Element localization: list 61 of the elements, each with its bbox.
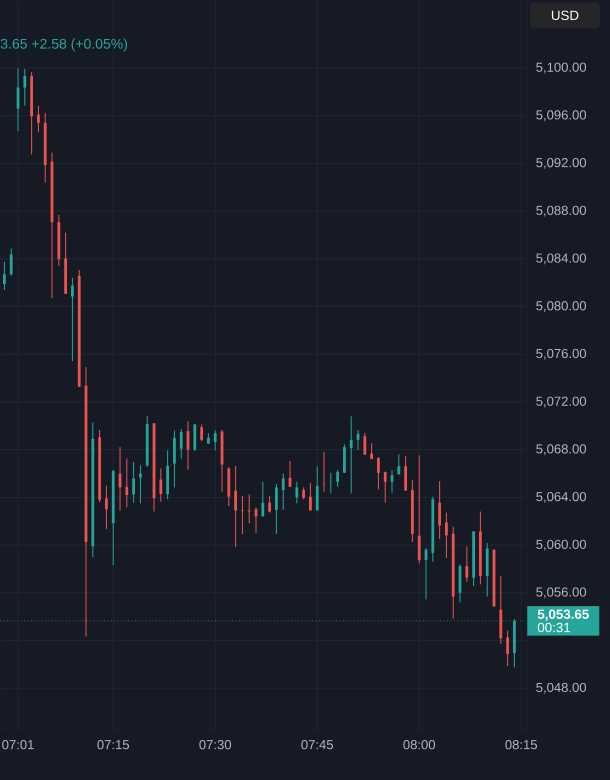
candlestick [16,68,20,132]
y-tick-label: 5,084.00 [536,253,586,264]
candlestick [384,471,387,504]
y-tick-label: 5,072.00 [536,396,586,408]
candlestick [329,472,332,494]
candlestick [3,261,6,290]
x-tick-label: 08:00 [403,740,436,750]
candlestick [10,248,13,276]
candlestick [139,464,142,504]
y-tick-label: 5,060.00 [536,540,586,551]
candlestick [322,452,326,492]
candlestick [71,277,74,362]
candlestick [336,470,339,488]
x-tick-label: 07:30 [199,740,232,750]
y-tick-label: 5,100.00 [536,62,586,74]
candlestick [132,461,136,504]
candlestick [370,442,373,460]
y-tick-label: 5,088.00 [536,206,586,217]
candlestick [295,481,298,504]
y-tick-label: 5,080.00 [536,301,586,312]
y-tick-label: 5,048.00 [536,682,586,694]
x-tick-label: 07:15 [97,740,130,750]
candlestick [268,495,271,514]
annotation: 3.65 +2.58 (+0.05%) [0,38,128,52]
candlestick [261,481,264,517]
y-tick-label: 5,056.00 [536,587,586,598]
candlestick [309,482,312,512]
candlestick [377,456,380,490]
candlestick [23,68,26,106]
x-tick-label: 07:45 [301,740,334,750]
candlestick [234,465,238,548]
y-tick-label: 5,092.00 [536,158,586,169]
ref-line-label: 5,053.65 [538,609,589,621]
candlestick [445,512,448,558]
y-tick-label: 5,064.00 [536,492,586,503]
candlestick [248,494,251,524]
candlestick [254,507,258,534]
y-tick-label: 5,076.00 [536,348,586,360]
candlestick [214,430,217,451]
candlestick [302,486,306,500]
candlestick [356,429,360,451]
candlestick [159,468,162,502]
candlestick [288,460,292,488]
y-tick-label: 5,068.00 [536,444,586,456]
candlestick [438,480,441,540]
candlestick [37,105,40,133]
text: USD [552,10,578,20]
x-tick-label: 07:01 [2,740,34,750]
y-tick-label: 5,096.00 [536,110,586,122]
text: 00:31 [538,622,570,632]
candlestick [180,428,183,460]
candlestick [390,470,394,494]
candlestick [105,485,108,530]
candlestick [118,446,122,512]
candlestick [363,432,366,456]
x-tick-label: 08:15 [505,740,537,750]
candlestick [275,484,278,534]
candlestick [186,420,190,470]
candlestick [200,424,204,442]
candlestick [424,547,428,600]
candlestick [506,630,510,667]
